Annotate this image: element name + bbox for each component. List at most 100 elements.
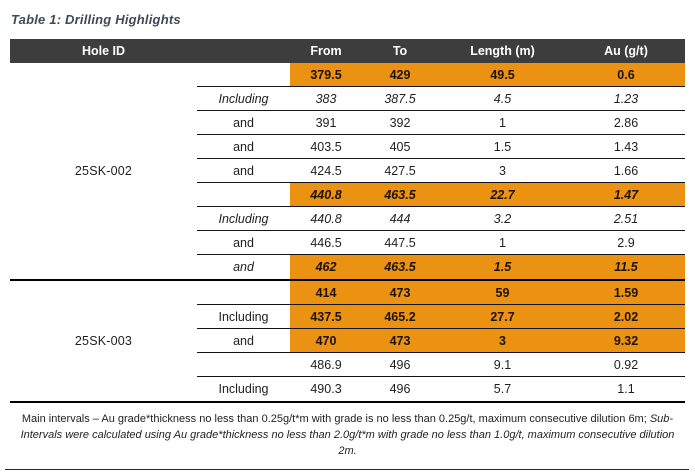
footnote-regular-text: Main intervals – Au grade*thickness no l… <box>21 413 650 425</box>
cell-from: 437.5 <box>310 309 342 324</box>
interval-values: 379.5 429 49.5 0.6 <box>290 63 685 86</box>
cell-length: 27.7 <box>490 309 515 324</box>
cell-from: 383 <box>315 91 337 106</box>
cell-qualifier <box>197 353 290 376</box>
footnote-italic-text: Sub-Intervals were calculated using Au g… <box>20 413 675 457</box>
cell-au: 1.47 <box>613 187 639 202</box>
table-row: Including 440.8 444 3.2 2.51 <box>197 207 685 231</box>
table-row: and 462 463.5 1.5 11.5 <box>197 255 685 279</box>
cell-au: 2.51 <box>613 211 639 226</box>
cell-to: 387.5 <box>384 91 416 106</box>
table-row: and 403.5 405 1.5 1.43 <box>197 135 685 159</box>
table-row: and 391 392 1 2.86 <box>197 111 685 135</box>
table-row: Including 383 387.5 4.5 1.23 <box>197 87 685 111</box>
cell-from: 424.5 <box>310 163 342 178</box>
cell-au: 1.43 <box>613 139 639 154</box>
hole-group: 25SK-002 379.5 429 49.5 0.6 Including 383 387.5… <box>10 63 685 281</box>
col-header-to: To <box>392 44 408 58</box>
cell-qualifier: and <box>233 333 254 348</box>
interval-values: 391 392 1 2.86 <box>290 111 685 134</box>
table-row: 379.5 429 49.5 0.6 <box>197 63 685 87</box>
cell-qualifier: Including <box>218 211 269 226</box>
interval-values: 490.3 496 5.7 1.1 <box>290 377 685 401</box>
cell-au: 1.66 <box>613 163 639 178</box>
col-header-length: Length (m) <box>470 44 535 58</box>
hole-group: 25SK-003 414 473 59 1.59 Including 437.5 465.2 2… <box>10 281 685 403</box>
table-row: 486.9 496 9.1 0.92 <box>197 353 685 377</box>
cell-au: 0.6 <box>617 67 635 82</box>
cell-to: 463.5 <box>384 260 416 274</box>
cell-au: 9.32 <box>613 333 639 348</box>
table-footnote: Main intervals – Au grade*thickness no l… <box>18 412 678 460</box>
cell-from: 379.5 <box>310 67 342 82</box>
cell-length: 3.2 <box>493 211 512 226</box>
cell-to: 465.2 <box>384 309 416 324</box>
cell-length: 49.5 <box>490 67 515 82</box>
cell-length: 1.5 <box>493 260 512 274</box>
cell-length: 59 <box>495 285 510 300</box>
interval-values: 446.5 447.5 1 2.9 <box>290 231 685 254</box>
col-header-hole-id: Hole ID <box>81 44 126 58</box>
interval-values: 437.5 465.2 27.7 2.02 <box>290 305 685 328</box>
cell-qualifier: and <box>233 235 254 250</box>
interval-values: 424.5 427.5 3 1.66 <box>290 159 685 182</box>
cell-au: 11.5 <box>614 260 638 274</box>
interval-values: 383 387.5 4.5 1.23 <box>290 87 685 110</box>
cell-length: 1.5 <box>493 139 512 154</box>
cell-length: 22.7 <box>490 187 515 202</box>
cell-length: 3 <box>499 333 506 348</box>
cell-from: 490.3 <box>310 382 342 396</box>
table-title: Table 1: Drilling Highlights <box>11 12 181 27</box>
hole-id-label: 25SK-002 <box>74 164 133 178</box>
cell-to: 473 <box>389 333 411 348</box>
cell-length: 1 <box>499 115 506 130</box>
cell-to: 429 <box>389 67 411 82</box>
cell-qualifier: and <box>233 115 254 130</box>
cell-from: 391 <box>315 115 337 130</box>
cell-from: 440.8 <box>310 211 342 226</box>
cell-from: 446.5 <box>310 235 342 250</box>
cell-qualifier: Including <box>218 382 269 396</box>
interval-values: 440.8 444 3.2 2.51 <box>290 207 685 230</box>
cell-qualifier <box>197 281 290 304</box>
table-body: 25SK-002 379.5 429 49.5 0.6 Including 383 387.5… <box>10 63 685 403</box>
interval-values: 440.8 463.5 22.7 1.47 <box>290 183 685 206</box>
cell-to: 496 <box>389 357 411 372</box>
cell-from: 462 <box>315 260 337 274</box>
cell-au: 1.23 <box>613 91 639 106</box>
cell-length: 4.5 <box>493 91 512 106</box>
interval-values: 462 463.5 1.5 11.5 <box>290 255 685 279</box>
cell-from: 440.8 <box>310 187 342 202</box>
hole-id-label: 25SK-003 <box>74 334 133 348</box>
interval-values: 486.9 496 9.1 0.92 <box>290 353 685 376</box>
cell-qualifier <box>197 63 290 86</box>
col-header-au: Au (g/t) <box>604 44 648 58</box>
table-row: Including 437.5 465.2 27.7 2.02 <box>197 305 685 329</box>
hole-group-rows: 414 473 59 1.59 Including 437.5 465.2 27.7 2.02 a… <box>197 281 685 401</box>
cell-from: 470 <box>315 333 337 348</box>
interval-values: 470 473 3 9.32 <box>290 329 685 352</box>
table-row: and 446.5 447.5 1 2.9 <box>197 231 685 255</box>
drilling-highlights-table: Hole ID From To Length (m) Au (g/t) 25SK… <box>10 39 685 403</box>
cell-from: 403.5 <box>310 139 342 154</box>
cell-au: 0.92 <box>613 357 639 372</box>
cell-qualifier: Including <box>218 91 269 106</box>
cell-to: 444 <box>389 211 411 226</box>
cell-length: 5.7 <box>493 382 512 396</box>
cell-qualifier: Including <box>218 309 269 324</box>
table-row: and 424.5 427.5 3 1.66 <box>197 159 685 183</box>
cell-au: 2.02 <box>613 309 639 324</box>
cell-to: 427.5 <box>384 163 416 178</box>
table-row: Including 490.3 496 5.7 1.1 <box>197 377 685 401</box>
hole-group-rows: 379.5 429 49.5 0.6 Including 383 387.5 4.5 1.23 a… <box>197 63 685 279</box>
cell-to: 392 <box>389 115 411 130</box>
cell-au: 1.59 <box>613 285 639 300</box>
cell-to: 496 <box>389 382 411 396</box>
cell-from: 486.9 <box>310 357 342 372</box>
cell-from: 414 <box>315 285 337 300</box>
cell-to: 405 <box>389 139 411 154</box>
cell-to: 447.5 <box>384 235 416 250</box>
table-row: 440.8 463.5 22.7 1.47 <box>197 183 685 207</box>
bottom-divider <box>5 468 689 470</box>
